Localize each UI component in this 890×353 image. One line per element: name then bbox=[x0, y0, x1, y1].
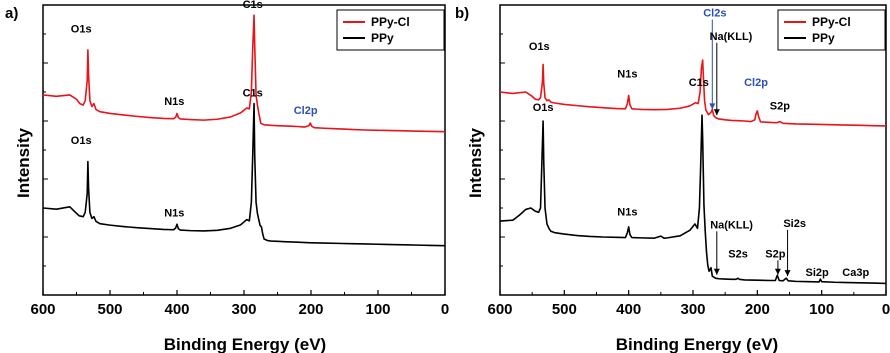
panel-a-x-tick-label: 100 bbox=[365, 301, 390, 318]
peak-arrow-head bbox=[713, 268, 720, 275]
panel-b-x-tick-label: 600 bbox=[487, 301, 512, 318]
panel-b-x-tick-label: 300 bbox=[680, 301, 705, 318]
panel-a-ylabel: Intensity bbox=[14, 128, 33, 198]
panel-b-legend: PPy-Cl PPy bbox=[777, 9, 886, 51]
peak-annotation-label: N1s bbox=[617, 206, 637, 218]
peak-annotation-label: N1s bbox=[164, 208, 184, 220]
panel-b-label: b) bbox=[455, 5, 469, 22]
panel-b-series-ppy-cl-line bbox=[499, 59, 887, 127]
panel-b-ylabel: Intensity bbox=[466, 128, 485, 198]
panel-a-x-tick-label: 200 bbox=[298, 301, 323, 318]
peak-arrow-head bbox=[774, 268, 781, 275]
peak-annotation-label: N1s bbox=[164, 96, 184, 108]
panel-b-x-tick-label: 500 bbox=[552, 301, 577, 318]
panel-a-legend-entry: PPy-Cl bbox=[371, 15, 410, 29]
peak-annotation-label: S2p bbox=[765, 248, 785, 260]
panel-a-series-ppy-line bbox=[42, 102, 446, 247]
panel-a-x-tick-label: 0 bbox=[441, 301, 449, 318]
peak-annotation-label: O1s bbox=[529, 41, 550, 53]
peak-arrow-head bbox=[709, 103, 716, 110]
peak-arrow-head bbox=[713, 109, 720, 116]
peak-arrow-head bbox=[784, 270, 791, 277]
peak-annotation-label: Na(KLL) bbox=[710, 219, 753, 231]
peak-annotation-label: N1s bbox=[617, 69, 637, 81]
peak-annotation-label: Cl2p bbox=[744, 77, 768, 89]
panel-a-x-tick-label: 400 bbox=[164, 301, 189, 318]
panel-b-x-tick-label: 400 bbox=[616, 301, 641, 318]
peak-annotation-label: S2p bbox=[770, 100, 790, 112]
panel-a-legend-box bbox=[336, 9, 445, 51]
panel-b-xlabel: Binding Energy (eV) bbox=[616, 335, 778, 353]
peak-annotation-label: Cl2p bbox=[294, 105, 318, 117]
peak-annotation-label: C1s bbox=[689, 77, 709, 89]
peak-annotation-label: Na(KLL) bbox=[710, 31, 753, 43]
panel-b-legend-entry: PPy bbox=[812, 31, 835, 45]
peak-annotation-label: O1s bbox=[71, 135, 92, 147]
panel-a: a) 600 500 400 300 200 100 0 O1s N1s C1s Cl2p O1s N1… bbox=[5, 0, 449, 353]
panel-b: b) 600 500 400 300 200 100 0 O1s N1s C1s Cl2s Na(KL… bbox=[455, 4, 890, 353]
panel-b-x-tick-label: 0 bbox=[882, 301, 890, 318]
panel-a-x-tick-label: 600 bbox=[30, 301, 55, 318]
panel-a-label: a) bbox=[5, 5, 18, 22]
peak-annotation-label: C1s bbox=[243, 87, 263, 99]
panel-b-x-tick-label: 100 bbox=[809, 301, 834, 318]
panel-b-legend-box bbox=[777, 9, 886, 51]
panel-b-x-tick-label: 200 bbox=[745, 301, 770, 318]
peak-annotation-label: Si2s bbox=[783, 218, 806, 230]
panel-b-plot: 600 500 400 300 200 100 0 O1s N1s C1s Cl2s Na(KLL) C… bbox=[487, 4, 890, 318]
panel-a-x-tick-label: 300 bbox=[231, 301, 256, 318]
panel-a-plot: 600 500 400 300 200 100 0 O1s N1s C1s Cl2p O1s N1s C1… bbox=[30, 0, 449, 318]
panel-a-legend-entry: PPy bbox=[371, 31, 394, 45]
peak-annotation-label: Cl2s bbox=[703, 8, 726, 20]
panel-a-x-tick-label: 500 bbox=[97, 301, 122, 318]
panel-b-series-ppy-line bbox=[499, 114, 887, 285]
peak-annotation-label: C1s bbox=[243, 0, 263, 11]
peak-annotation-label: S2s bbox=[728, 248, 748, 260]
panel-b-legend-entry: PPy-Cl bbox=[812, 15, 851, 29]
panel-a-series-ppy-cl-line bbox=[42, 14, 446, 133]
peak-annotation-label: Ca3p bbox=[842, 267, 869, 279]
peak-annotation-label: O1s bbox=[533, 102, 554, 114]
peak-annotation-label: Si2p bbox=[806, 267, 830, 279]
panel-a-xlabel: Binding Energy (eV) bbox=[164, 335, 326, 353]
panel-a-legend: PPy-Cl PPy bbox=[336, 9, 445, 51]
peak-annotation-label: O1s bbox=[71, 24, 92, 36]
